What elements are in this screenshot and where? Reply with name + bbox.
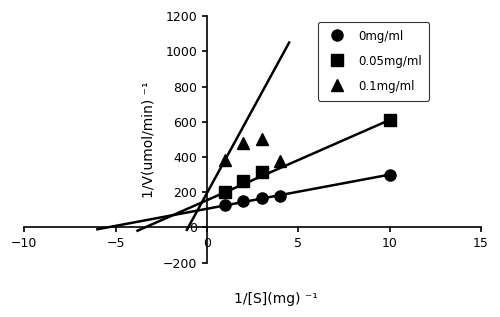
- Line: 0mg/ml: 0mg/ml: [220, 169, 395, 211]
- 0.05mg/ml: [240, 179, 246, 183]
- 0mg/ml: [259, 197, 265, 200]
- 0.1mg/ml: [222, 158, 228, 161]
- 0mg/ml: [277, 194, 283, 197]
- Line: 0.1mg/ml: 0.1mg/ml: [220, 134, 286, 167]
- Legend: 0mg/ml, 0.05mg/ml, 0.1mg/ml: 0mg/ml, 0.05mg/ml, 0.1mg/ml: [318, 22, 429, 100]
- X-axis label: 1/[S](mg) ⁻¹: 1/[S](mg) ⁻¹: [234, 292, 318, 306]
- 0.1mg/ml: [240, 141, 246, 145]
- 0mg/ml: [386, 173, 392, 177]
- 0.1mg/ml: [259, 138, 265, 141]
- 0mg/ml: [222, 204, 228, 207]
- Line: 0.05mg/ml: 0.05mg/ml: [220, 114, 395, 198]
- 0.05mg/ml: [386, 118, 392, 122]
- 0mg/ml: [240, 199, 246, 203]
- 0.1mg/ml: [277, 159, 283, 163]
- 0.05mg/ml: [222, 190, 228, 194]
- 0.05mg/ml: [259, 170, 265, 174]
- Y-axis label: 1/V(umol/min) ⁻¹: 1/V(umol/min) ⁻¹: [142, 81, 156, 198]
